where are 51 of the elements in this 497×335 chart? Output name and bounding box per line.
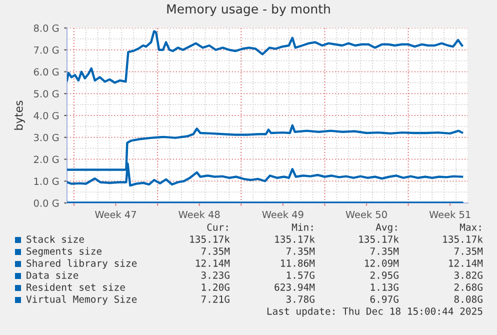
text: Min:	[292, 223, 313, 231]
y-tick-label: 8.0 G	[34, 24, 59, 32]
y-tick-label: 7.0 G	[34, 46, 59, 54]
y-axis-title: bytes	[14, 100, 25, 130]
text: 135.17k	[190, 235, 230, 243]
y-tick-label: 6.0 G	[34, 68, 59, 76]
y-tick-label: 2.0 G	[34, 156, 59, 164]
x-tick-label: Week 51	[429, 210, 470, 218]
text: 12.14M	[449, 259, 483, 267]
text: 12.14M	[196, 259, 230, 267]
text: 12.09M	[365, 259, 399, 267]
text: 8.08G	[454, 295, 482, 303]
text: 135.17k	[443, 235, 483, 243]
text: 135.17k	[275, 235, 315, 243]
text: 1.57G	[286, 271, 314, 279]
y-tick-label: 1.0 G	[34, 178, 59, 185]
text: Avg:	[376, 224, 397, 233]
y-tick-label: 0.0 G	[34, 199, 59, 207]
y-tick-label: 5.0 G	[34, 90, 59, 98]
text: 623.94M	[274, 283, 315, 291]
x-tick-label: Week 47	[95, 210, 136, 218]
legend-label: Data size	[26, 271, 78, 279]
text: Max:	[460, 224, 481, 231]
text: 2.68G	[454, 283, 482, 291]
text: 7.21G	[201, 295, 230, 303]
text: 135.17k	[359, 235, 399, 243]
text: 3.78G	[286, 295, 314, 303]
legend-label: Virtual Memory Size	[26, 295, 137, 305]
legend-label: Resident set size	[26, 283, 125, 291]
text: 7.35M	[454, 247, 483, 255]
legend-label: Segments size	[26, 247, 102, 257]
text: 1.20G	[202, 283, 230, 291]
y-tick-label: 4.0 G	[34, 112, 59, 120]
x-tick-label: Week 48	[178, 210, 220, 218]
text: Last update: Thu Dec 18 15:00:44 2025	[267, 307, 482, 317]
legend-label: Shared library size	[26, 259, 137, 269]
text: Cur:	[207, 223, 228, 231]
chart-title: Memory usage - by month	[167, 4, 330, 16]
text: 7.35M	[201, 247, 230, 255]
text: 7.35M	[370, 247, 399, 255]
text: 1.13G	[370, 283, 398, 291]
text: 11.86M	[281, 259, 315, 267]
legend-label: Stack size	[26, 235, 84, 243]
text: 2.95G	[370, 271, 398, 279]
text: 7.35M	[286, 247, 315, 255]
text: 3.82G	[454, 271, 482, 279]
x-tick-label: Week 49	[262, 210, 304, 218]
text: 6.97G	[370, 295, 398, 303]
text: 3.23G	[201, 271, 230, 279]
x-tick-label: Week 50	[346, 210, 387, 218]
y-tick-label: 3.0 G	[34, 134, 59, 142]
